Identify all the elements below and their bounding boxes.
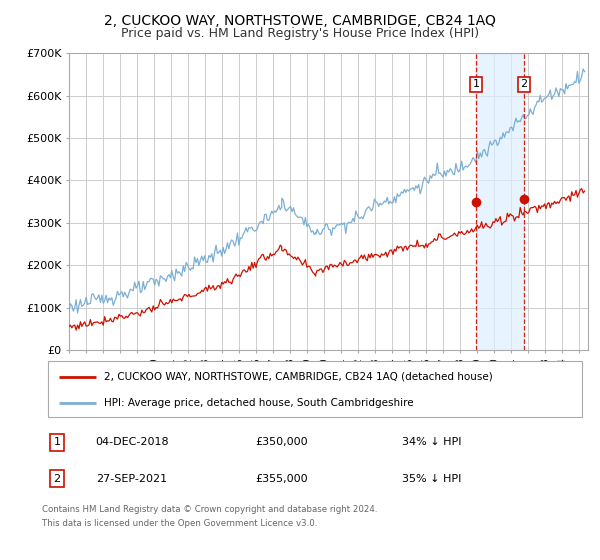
Text: Contains HM Land Registry data © Crown copyright and database right 2024.: Contains HM Land Registry data © Crown c… — [42, 505, 377, 514]
Text: £355,000: £355,000 — [256, 474, 308, 484]
Text: This data is licensed under the Open Government Licence v3.0.: This data is licensed under the Open Gov… — [42, 519, 317, 528]
Text: HPI: Average price, detached house, South Cambridgeshire: HPI: Average price, detached house, Sout… — [104, 398, 413, 408]
Text: 1: 1 — [473, 80, 479, 90]
Text: Price paid vs. HM Land Registry's House Price Index (HPI): Price paid vs. HM Land Registry's House … — [121, 27, 479, 40]
FancyBboxPatch shape — [48, 361, 582, 417]
Text: 2, CUCKOO WAY, NORTHSTOWE, CAMBRIDGE, CB24 1AQ: 2, CUCKOO WAY, NORTHSTOWE, CAMBRIDGE, CB… — [104, 14, 496, 28]
Text: £350,000: £350,000 — [256, 437, 308, 447]
Bar — [476, 53, 524, 350]
Text: 2, CUCKOO WAY, NORTHSTOWE, CAMBRIDGE, CB24 1AQ (detached house): 2, CUCKOO WAY, NORTHSTOWE, CAMBRIDGE, CB… — [104, 372, 493, 382]
Text: 35% ↓ HPI: 35% ↓ HPI — [402, 474, 461, 484]
Text: 27-SEP-2021: 27-SEP-2021 — [97, 474, 167, 484]
Text: 2: 2 — [520, 80, 527, 90]
Text: 2: 2 — [53, 474, 61, 484]
Text: 04-DEC-2018: 04-DEC-2018 — [95, 437, 169, 447]
Text: 1: 1 — [53, 437, 61, 447]
Text: 34% ↓ HPI: 34% ↓ HPI — [402, 437, 461, 447]
